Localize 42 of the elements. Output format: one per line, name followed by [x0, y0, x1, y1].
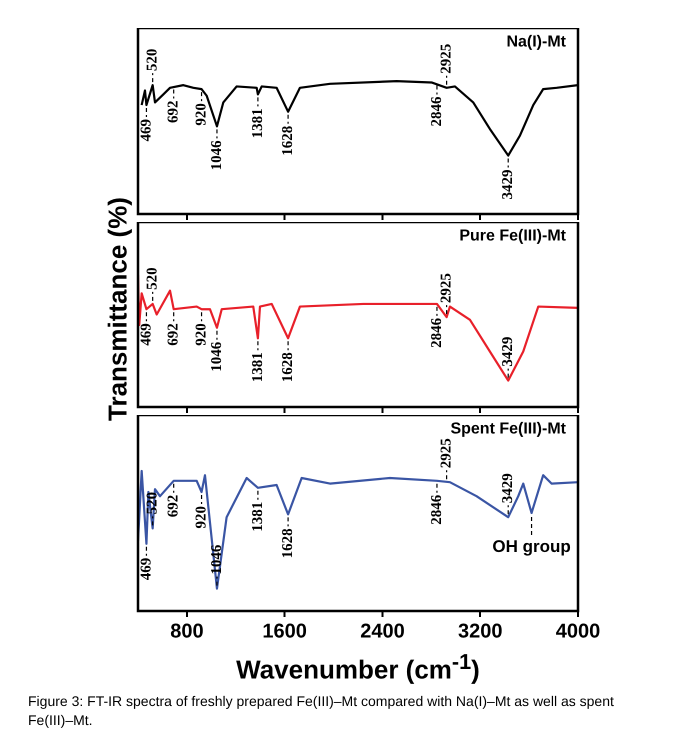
annotation: 692 — [166, 100, 182, 123]
annotation: OH group — [492, 537, 571, 556]
annotation: 520 — [144, 492, 161, 514]
annotation: 520 — [144, 267, 161, 290]
annotation: 1046 — [208, 341, 225, 372]
text: Pure Fe(III)-Mt — [459, 227, 567, 244]
annotation: 469 — [138, 323, 154, 346]
annotation: 920 — [193, 506, 210, 528]
annotation: 3429 — [500, 170, 516, 200]
annotation: 1046 — [208, 140, 225, 170]
y-axis-title: Transmittance (%) — [102, 196, 134, 420]
annotation: 692 — [166, 323, 182, 346]
annotation: 920 — [193, 103, 210, 126]
annotation: 1381 — [250, 108, 266, 138]
annotation: 1628 — [280, 528, 296, 558]
text: Na(I)-Mt — [506, 33, 567, 50]
annotation: 2925 — [438, 273, 454, 304]
x-tick-label: 3200 — [458, 620, 502, 643]
annotation: 920 — [193, 323, 210, 346]
annotation: 2846 — [428, 96, 445, 126]
x-tick-label: 800 — [170, 620, 204, 643]
annotation: 1381 — [250, 502, 266, 532]
annotation: 692 — [166, 494, 182, 518]
annotation: 2925 — [438, 44, 454, 74]
annotation: 520 — [144, 48, 161, 72]
annotation: 2925 — [438, 438, 454, 468]
annotation: 2846 — [428, 494, 445, 525]
caption: Figure 3: FT-IR spectra of freshly prepared Fe(III)–Mt compared with Na(I)–Mt as well as spent Fe(III)–Mt. — [28, 692, 615, 730]
annotation: 469 — [138, 558, 154, 580]
annotation: 2846 — [428, 317, 445, 348]
text: Spent Fe(III)-Mt — [450, 420, 567, 438]
annotation: 3429 — [500, 336, 516, 367]
annotation: 3429 — [500, 473, 516, 504]
annotation: 1628 — [280, 352, 296, 382]
x-tick-label: 4000 — [556, 620, 600, 643]
annotation: 1381 — [250, 352, 266, 382]
x-tick-label: 1600 — [262, 620, 307, 643]
annotation: 469 — [138, 119, 154, 142]
annotation: 1628 — [280, 126, 296, 156]
x-axis-title: Wavenumber (cm$^{-1}$) — [236, 649, 480, 686]
x-tick-label: 2400 — [360, 620, 405, 643]
annotation: 1046 — [208, 544, 225, 575]
